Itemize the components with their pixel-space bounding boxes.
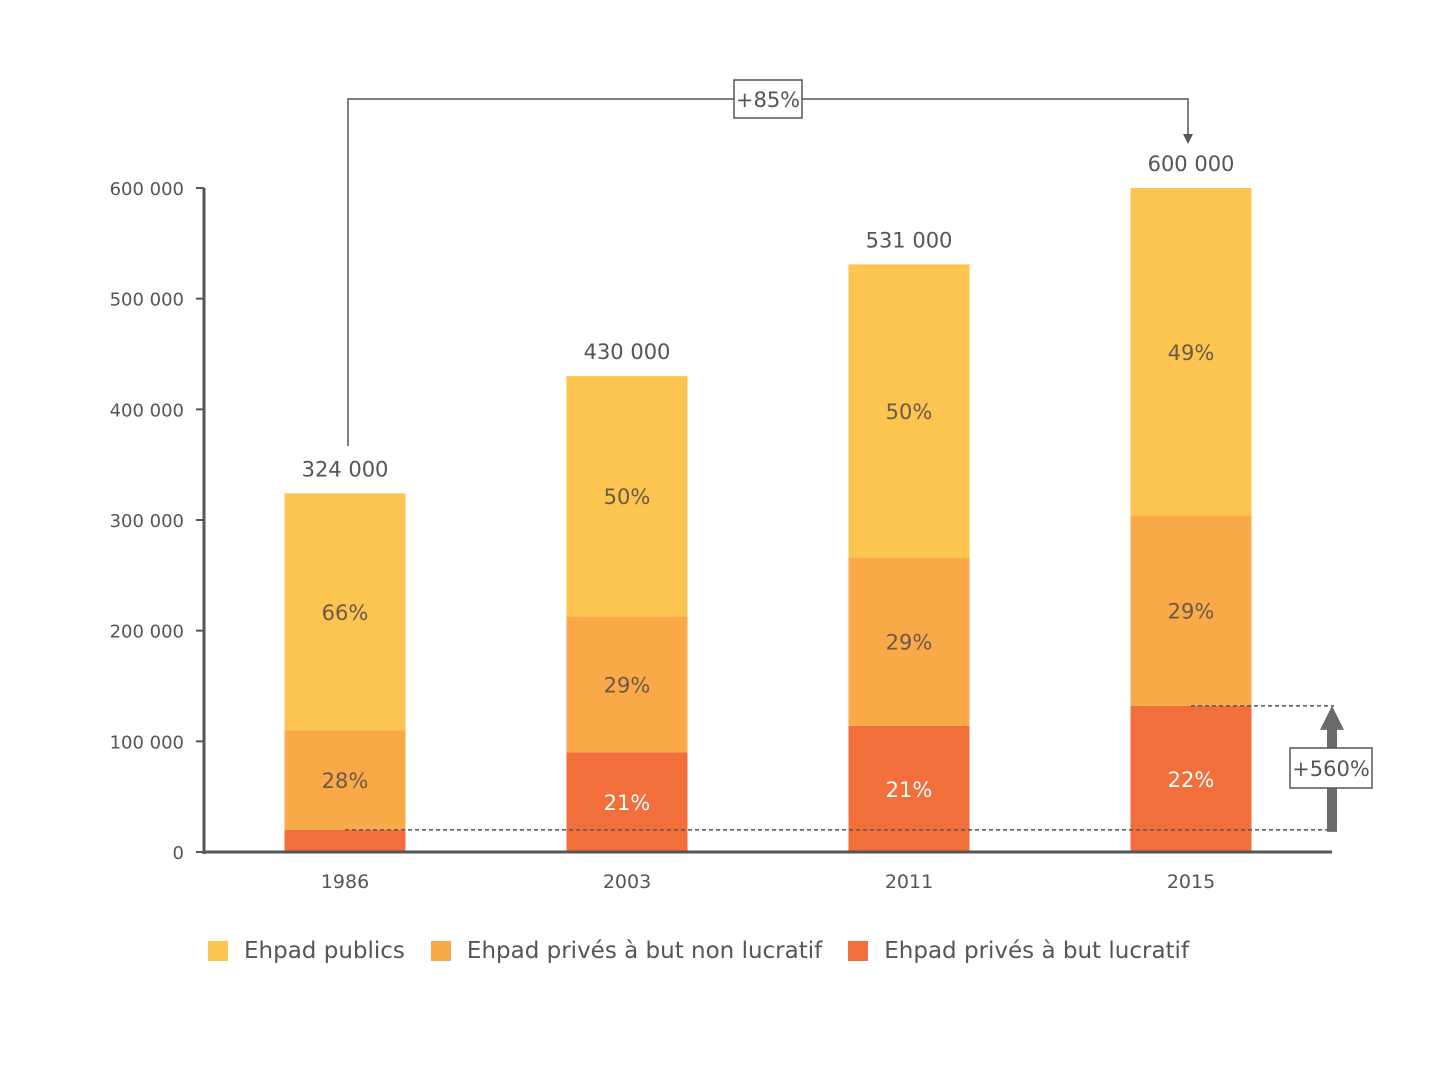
bar-segment xyxy=(284,829,406,852)
x-tick-label: 2015 xyxy=(1167,871,1215,893)
bar-segment xyxy=(566,616,688,753)
legend-swatch-non-lucratif xyxy=(430,941,451,961)
legend-swatch-lucratif xyxy=(848,941,869,961)
bar-segment xyxy=(284,730,406,830)
legend-item-non-lucratif: Ehpad privés à but non lucratif xyxy=(430,938,823,964)
segment-label: 29% xyxy=(1168,600,1215,624)
legend-item-publics: Ehpad publics xyxy=(208,938,405,964)
legend-item-lucratif: Ehpad privés à but lucratif xyxy=(848,938,1189,964)
bar-segment xyxy=(1130,705,1252,852)
segment-label: 66% xyxy=(322,601,369,625)
x-tick-label: 2003 xyxy=(603,871,651,893)
total-label: 324 000 xyxy=(302,457,389,481)
bar-segment xyxy=(284,493,406,731)
segment-label: 22% xyxy=(1168,768,1215,792)
growth-arrow-head xyxy=(1320,705,1344,730)
bar-segment xyxy=(848,725,970,852)
segment-label: 28% xyxy=(322,769,369,793)
growth-bracket-arrowhead xyxy=(1183,134,1193,144)
total-label: 600 000 xyxy=(1148,152,1235,176)
y-tick-label: 600 000 xyxy=(110,179,184,200)
y-tick-label: 500 000 xyxy=(110,290,184,311)
total-label: 430 000 xyxy=(584,340,671,364)
y-tick-label: 200 000 xyxy=(110,622,184,643)
bar-segment xyxy=(848,557,970,726)
annotation-box xyxy=(733,79,803,119)
y-tick-label: 100 000 xyxy=(110,732,184,753)
legend: Ehpad publics Ehpad privés à but non luc… xyxy=(208,938,1215,964)
y-tick-label: 300 000 xyxy=(110,511,184,532)
bar-segment xyxy=(1130,515,1252,706)
annotation-label: +85% xyxy=(736,88,800,112)
legend-label-lucratif: Ehpad privés à but lucratif xyxy=(884,938,1190,964)
total-label: 531 000 xyxy=(866,228,953,252)
annotation-label: +560% xyxy=(1292,757,1370,781)
segment-label: 50% xyxy=(886,400,933,424)
segment-label: 50% xyxy=(604,485,651,509)
segment-label: 21% xyxy=(604,791,651,815)
bar-segment xyxy=(1130,188,1252,516)
segment-label: 29% xyxy=(604,673,651,697)
bar-segment xyxy=(848,264,970,558)
annotation-box xyxy=(1289,747,1373,789)
legend-swatch-publics xyxy=(208,941,228,961)
bar-segment xyxy=(566,752,688,852)
y-tick-label: 400 000 xyxy=(110,400,184,421)
x-tick-label: 2011 xyxy=(885,871,933,893)
growth-bracket xyxy=(347,98,1189,446)
legend-label-non-lucratif: Ehpad privés à but non lucratif xyxy=(466,938,823,964)
x-tick-label: 1986 xyxy=(321,871,369,893)
y-tick-label: 0 xyxy=(173,843,184,864)
segment-label: 49% xyxy=(1168,341,1215,365)
bar-segment xyxy=(566,376,688,617)
segment-label: 21% xyxy=(886,778,933,802)
legend-label-publics: Ehpad publics xyxy=(244,938,405,964)
segment-label: 29% xyxy=(886,631,933,655)
